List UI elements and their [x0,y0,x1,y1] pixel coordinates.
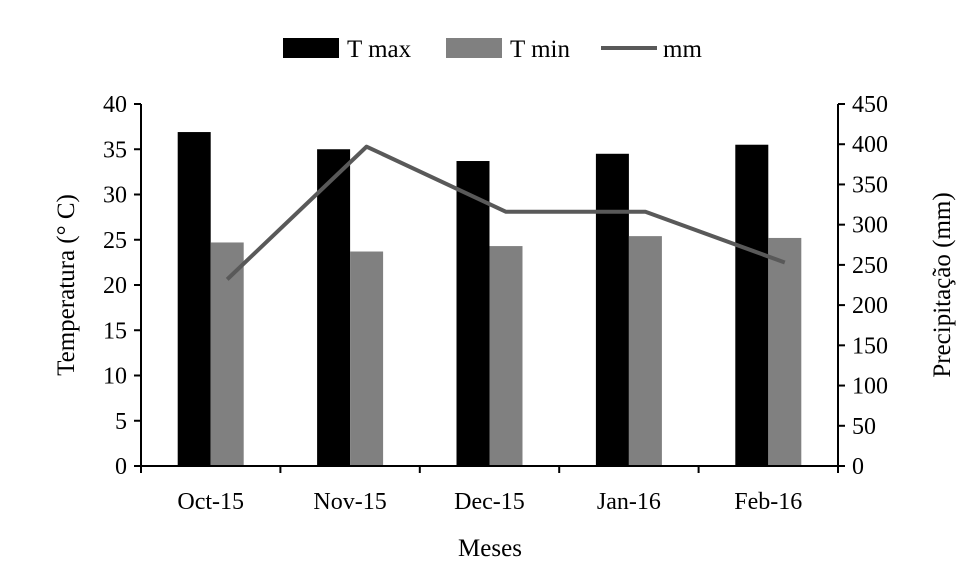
y-axis-title: Temperatura (° C) [53,194,80,376]
y-tick-label: 25 [103,228,127,254]
y2-tick-label: 150 [852,333,888,359]
bar-tmax-nov-15 [317,149,351,466]
legend-swatch-tmin [446,38,502,58]
y2-tick-label: 0 [852,454,864,480]
bar-tmax-oct-15 [177,132,211,466]
y2-tick-label: 400 [852,132,888,158]
bar-tmin-jan-16 [628,236,662,466]
tick-labels: 0510152025303540050100150200250300350400… [103,92,888,515]
bar-tmin-dec-15 [489,246,523,466]
legend: T max T min mm [283,36,702,63]
y2-tick-label: 450 [852,92,888,118]
y2-tick-label: 50 [852,414,876,440]
y2-tick-label: 300 [852,213,888,239]
bar-tmin-oct-15 [210,242,244,466]
y2-tick-label: 350 [852,172,888,198]
bar-tmax-dec-15 [456,161,490,466]
y-tick-label: 40 [103,92,127,118]
axes [134,103,845,473]
y-tick-label: 10 [103,364,127,390]
legend-label-tmin: T min [510,36,570,63]
y2-tick-label: 250 [852,253,888,279]
y-tick-label: 15 [103,318,127,344]
x-tick-label: Dec-15 [454,489,525,515]
legend-label-mm: mm [663,36,702,63]
bar-group [177,132,802,466]
x-tick-label: Jan-16 [597,489,661,515]
y-tick-label: 20 [103,273,127,299]
y-tick-label: 30 [103,183,127,209]
x-tick-label: Nov-15 [313,489,386,515]
y-tick-label: 0 [115,454,127,480]
y2-tick-label: 200 [852,293,888,319]
line-group [225,144,786,281]
y2-axis-title: Precipitação (mm) [929,192,956,377]
bar-tmin-nov-15 [350,251,384,466]
y-tick-label: 5 [115,409,127,435]
bar-tmin-feb-16 [768,237,802,466]
x-tick-label: Feb-16 [734,489,802,515]
line-series-mm [225,144,786,281]
x-tick-label: Oct-15 [177,489,244,515]
legend-swatch-tmax [283,38,339,58]
x-axis-title: Meses [458,535,522,562]
y2-tick-label: 100 [852,374,888,400]
bar-tmax-feb-16 [735,144,769,466]
y-tick-label: 35 [103,137,127,163]
bar-tmax-jan-16 [595,153,629,466]
legend-label-tmax: T max [347,36,412,63]
